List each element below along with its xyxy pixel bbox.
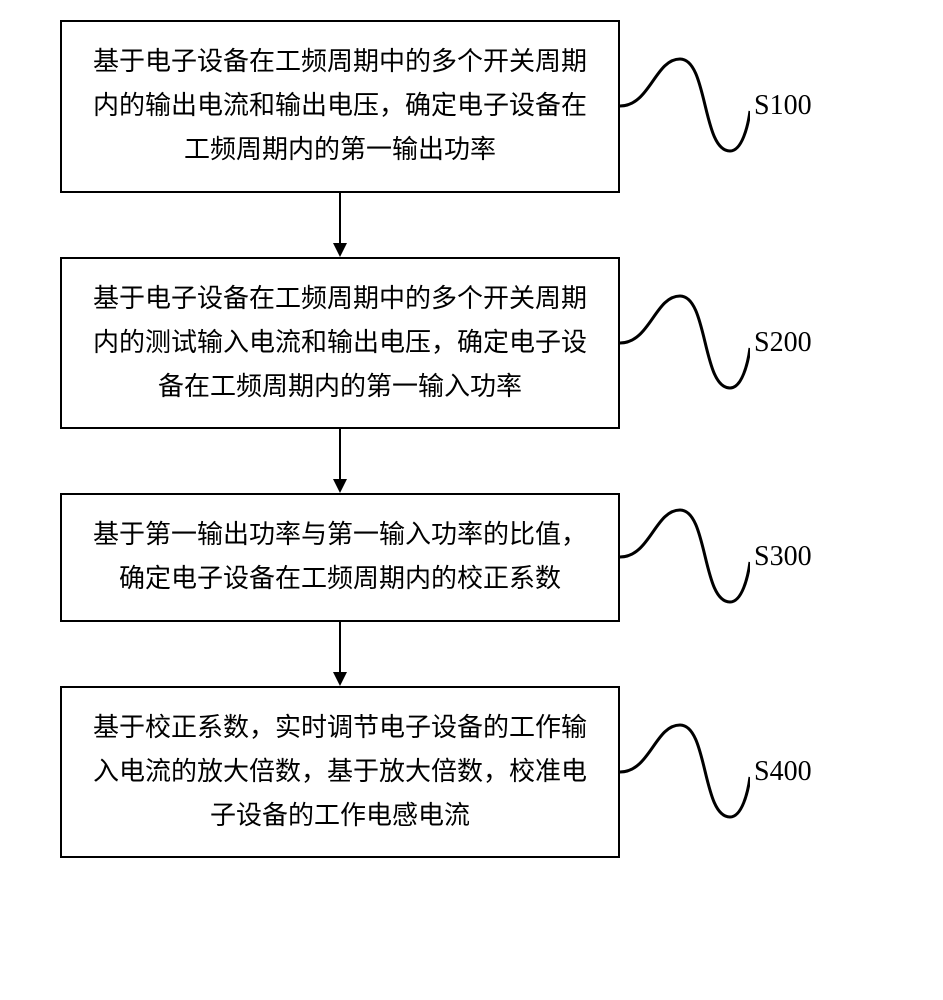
step-box: 基于电子设备在工频周期中的多个开关周期内的测试输入电流和输出电压，确定电子设备在… [60, 257, 620, 430]
step-box: 基于第一输出功率与第一输入功率的比值，确定电子设备在工频周期内的校正系数 [60, 493, 620, 621]
step-label-wrap: S100 [620, 20, 812, 193]
curve-connector-icon [620, 717, 750, 827]
flowchart-container: 基于电子设备在工频周期中的多个开关周期内的输出电流和输出电压，确定电子设备在工频… [60, 20, 880, 858]
curve-connector-icon [620, 51, 750, 161]
step-label: S400 [754, 756, 812, 788]
step-text: 基于电子设备在工频周期中的多个开关周期内的输出电流和输出电压，确定电子设备在工频… [93, 47, 587, 164]
arrow-s100-s200 [60, 193, 620, 257]
step-row-s300: 基于第一输出功率与第一输入功率的比值，确定电子设备在工频周期内的校正系数 S30… [60, 493, 880, 621]
step-text: 基于电子设备在工频周期中的多个开关周期内的测试输入电流和输出电压，确定电子设备在… [93, 284, 587, 401]
step-text: 基于第一输出功率与第一输入功率的比值，确定电子设备在工频周期内的校正系数 [93, 520, 587, 593]
step-box: 基于电子设备在工频周期中的多个开关周期内的输出电流和输出电压，确定电子设备在工频… [60, 20, 620, 193]
step-text: 基于校正系数，实时调节电子设备的工作输入电流的放大倍数，基于放大倍数，校准电子设… [93, 713, 587, 830]
curve-connector-icon [620, 502, 750, 612]
step-label-wrap: S300 [620, 493, 812, 621]
step-box: 基于校正系数，实时调节电子设备的工作输入电流的放大倍数，基于放大倍数，校准电子设… [60, 686, 620, 859]
arrow-down-icon [328, 622, 352, 686]
arrow-down-icon [328, 193, 352, 257]
arrow-s200-s300 [60, 429, 620, 493]
step-row-s100: 基于电子设备在工频周期中的多个开关周期内的输出电流和输出电压，确定电子设备在工频… [60, 20, 880, 193]
step-row-s200: 基于电子设备在工频周期中的多个开关周期内的测试输入电流和输出电压，确定电子设备在… [60, 257, 880, 430]
step-label-wrap: S200 [620, 257, 812, 430]
step-label: S100 [754, 90, 812, 122]
arrow-down-icon [328, 429, 352, 493]
step-row-s400: 基于校正系数，实时调节电子设备的工作输入电流的放大倍数，基于放大倍数，校准电子设… [60, 686, 880, 859]
step-label: S200 [754, 327, 812, 359]
arrow-s300-s400 [60, 622, 620, 686]
step-label: S300 [754, 541, 812, 573]
curve-connector-icon [620, 288, 750, 398]
step-label-wrap: S400 [620, 686, 812, 859]
